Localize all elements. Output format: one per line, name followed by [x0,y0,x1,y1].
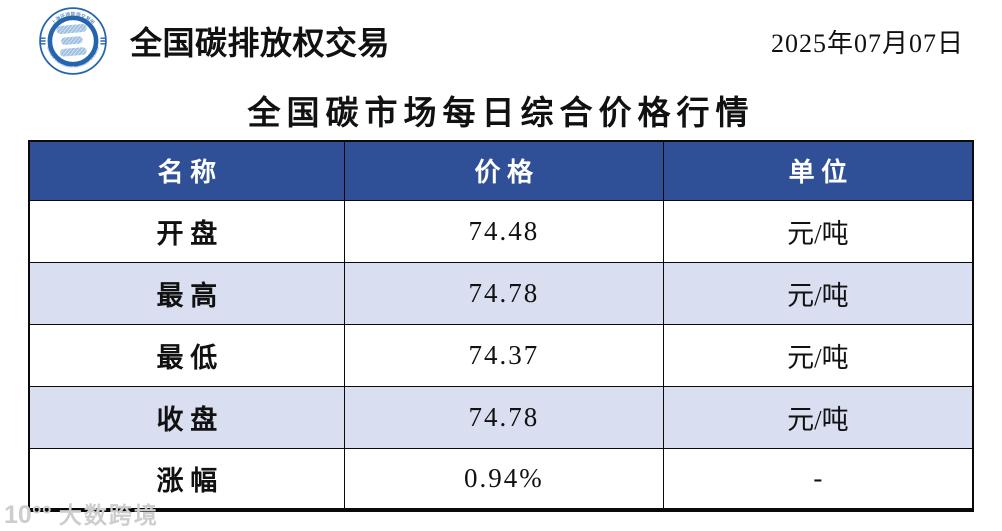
row-unit: 元/吨 [662,323,974,387]
logo-wing-left [39,37,46,45]
exchange-logo: 上海环境能源交易所 SHANGHAI ENVIRONMENT AND ENERG… [34,6,116,76]
page-title: 全国碳市场每日综合价格行情 [247,96,755,132]
report-date: 2025年07月07日 [770,28,964,58]
table-row-high: 最 高 74.78 元/吨 [28,261,974,325]
table-row-close: 收 盘 74.78 元/吨 [28,385,974,449]
row-label: 开 盘 [28,199,345,263]
col-header-unit: 单 位 [662,140,974,201]
col-header-name: 名 称 [28,140,345,201]
row-price: 74.48 [343,199,664,263]
row-label: 最 高 [28,261,345,325]
table-header-row: 名 称 价 格 单 位 [28,140,974,201]
watermark: 10°° 大数跨境 [4,496,159,530]
row-price: 0.94% [343,447,664,511]
table-row-open: 开 盘 74.48 元/吨 [28,199,974,263]
watermark-text: 大数跨境 [58,502,159,528]
row-price: 74.37 [343,323,664,387]
top-header: 上海环境能源交易所 SHANGHAI ENVIRONMENT AND ENERG… [0,0,1002,78]
price-table: 名 称 价 格 单 位 开 盘 74.48 元/吨 最 高 74.78 元/吨 … [28,140,974,512]
row-price: 74.78 [343,385,664,449]
row-label: 涨 幅 [28,447,345,511]
table-row-change: 涨 幅 0.94% - [28,447,974,511]
row-label: 最 低 [28,323,345,387]
row-unit: 元/吨 [662,199,974,263]
col-header-price: 价 格 [343,140,664,201]
exchange-logo-icon: 上海环境能源交易所 SHANGHAI ENVIRONMENT AND ENERG… [39,7,107,75]
row-unit: 元/吨 [662,385,974,449]
row-unit: - [662,447,974,511]
row-price: 74.78 [343,261,664,325]
logo-e-mark [56,24,87,57]
logo-wing-right [100,37,107,45]
row-unit: 元/吨 [662,261,974,325]
brand-title: 全国碳排放权交易 [130,25,391,61]
table-row-low: 最 低 74.37 元/吨 [28,323,974,387]
watermark-logo-icon: 10°° [4,501,52,529]
row-label: 收 盘 [28,385,345,449]
